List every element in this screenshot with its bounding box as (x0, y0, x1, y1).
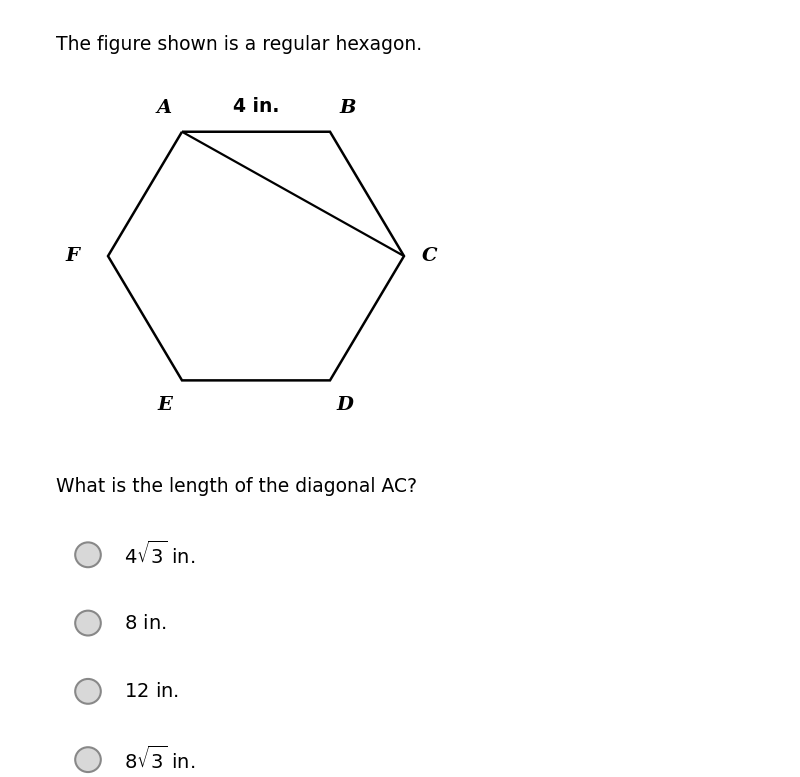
Circle shape (75, 747, 101, 772)
Text: $12$ in.: $12$ in. (124, 682, 179, 701)
Text: A: A (157, 99, 172, 117)
Text: What is the length of the diagonal AC?: What is the length of the diagonal AC? (56, 477, 417, 497)
Text: $8$ in.: $8$ in. (124, 614, 166, 632)
Circle shape (75, 542, 101, 567)
Circle shape (75, 611, 101, 636)
Text: E: E (157, 396, 172, 414)
Text: 4 in.: 4 in. (233, 96, 279, 116)
Text: $8\sqrt{3}$ in.: $8\sqrt{3}$ in. (124, 746, 195, 773)
Text: F: F (65, 247, 79, 265)
Text: The figure shown is a regular hexagon.: The figure shown is a regular hexagon. (56, 35, 422, 54)
Text: B: B (339, 99, 356, 117)
Text: D: D (336, 396, 353, 414)
Text: C: C (422, 247, 438, 265)
Text: $4\sqrt{3}$ in.: $4\sqrt{3}$ in. (124, 541, 195, 569)
Circle shape (75, 679, 101, 704)
